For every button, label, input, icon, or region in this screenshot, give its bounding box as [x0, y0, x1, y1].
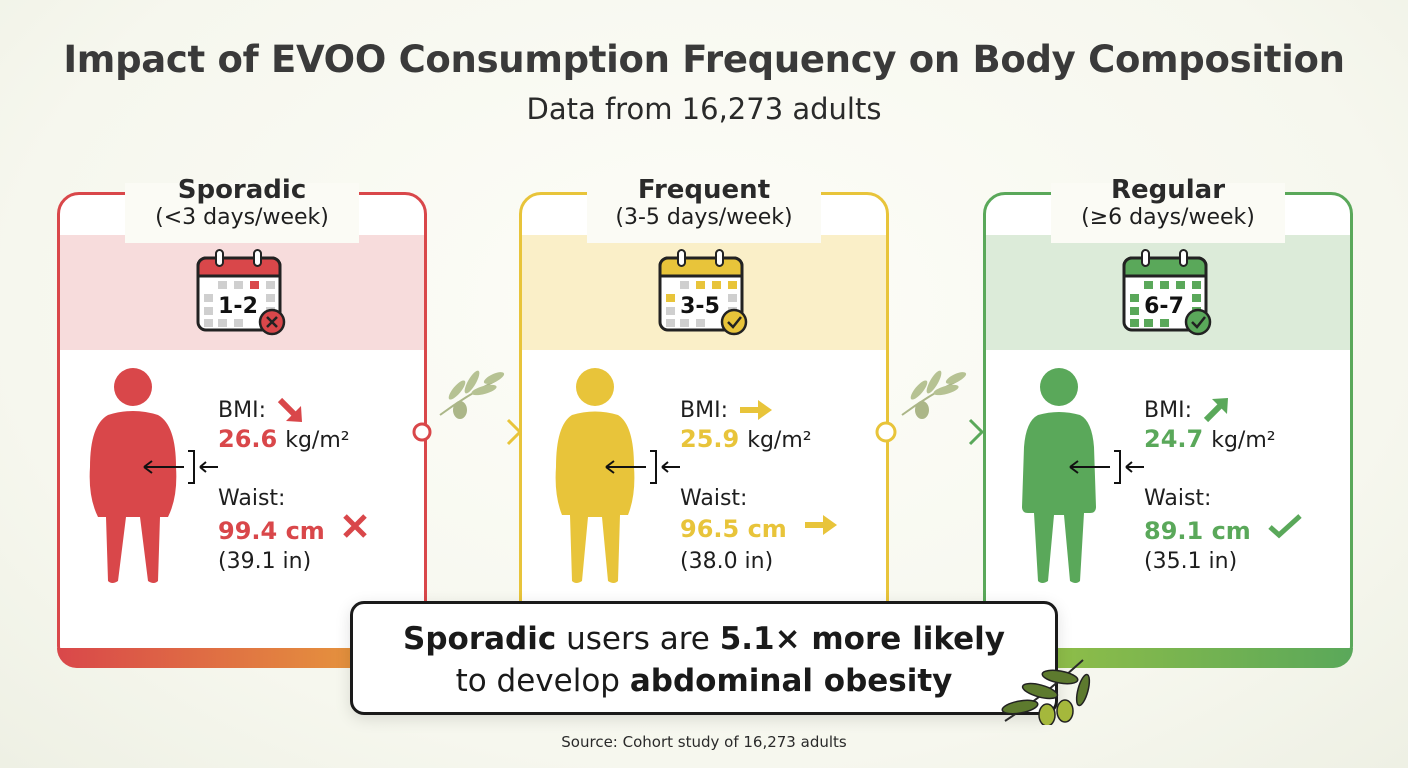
group-name: Sporadic: [177, 175, 307, 205]
group-card-sporadic: Sporadic (<3 days/week) 1-2 BMI: 26.6 kg: [57, 175, 427, 668]
svg-text:3-5: 3-5: [680, 294, 720, 319]
stats-block: BMI: 26.6 kg/m² Waist: 99.4 cm (39.1 in): [218, 395, 369, 579]
bmi-label: BMI:: [1144, 397, 1192, 423]
waist-value: 99.4 cm: [218, 517, 325, 545]
calendar-icon: 6-7: [1122, 249, 1212, 336]
callout-risk: 5.1× more likely: [719, 621, 1005, 657]
waist-label: Waist:: [680, 485, 748, 511]
olive-branch-icon: [901, 370, 967, 419]
card-bottom-bar: [983, 648, 1353, 668]
group-name: Regular: [1110, 175, 1226, 205]
group-card-regular: Regular (≥6 days/week) 6-7 BMI: 24.7 kg/: [983, 175, 1353, 668]
stats-block: BMI: 25.9 kg/m² Waist: 96.5 cm (38.0 in): [680, 395, 839, 579]
page-title: Impact of EVOO Consumption Frequency on …: [63, 38, 1345, 81]
waist-inches: (39.1 in): [218, 549, 312, 574]
progression-arrow: [412, 370, 523, 446]
body-figure-obese-icon: [89, 368, 177, 583]
body-figure-healthy-icon: [1022, 368, 1096, 583]
stats-block: BMI: 24.7 kg/m² Waist: 89.1 cm (35.1 in): [1144, 395, 1303, 579]
arrow-right-icon: [804, 515, 837, 535]
checkmark-icon: [1268, 514, 1302, 539]
body-figure-overweight-icon: [555, 368, 635, 583]
olive-branch-icon: [1001, 659, 1091, 725]
group-frequency: (<3 days/week): [155, 205, 329, 230]
x-mark-icon: [343, 514, 367, 538]
header-gap: [587, 183, 821, 243]
bmi-label: BMI:: [218, 397, 266, 423]
bmi-value: 26.6: [218, 425, 278, 453]
arrow-up-right-icon: [1203, 398, 1228, 423]
callout-text: to develop: [455, 663, 630, 699]
waist-label: Waist:: [1144, 485, 1212, 511]
waist-value: 89.1 cm: [1144, 517, 1251, 545]
bmi-value: 24.7: [1144, 425, 1204, 453]
page-subtitle: Data from 16,273 adults: [526, 92, 882, 126]
waist-measure-icon: [1069, 450, 1144, 484]
group-frequency: (3-5 days/week): [615, 205, 793, 230]
svg-text:6-7: 6-7: [1144, 294, 1184, 319]
bmi-value: 25.9: [680, 425, 740, 453]
callout-outcome: abdominal obesity: [629, 663, 953, 699]
progression-arrow: [875, 370, 985, 446]
group-name: Frequent: [637, 175, 771, 205]
bmi-unit: kg/m²: [747, 428, 812, 453]
calendar-icon: 3-5: [658, 249, 748, 336]
bmi-unit: kg/m²: [1211, 428, 1276, 453]
olive-branch-icon: [439, 370, 505, 419]
arrow-right-icon: [739, 400, 772, 420]
callout-group: Sporadic: [403, 621, 557, 657]
check-badge-icon: [1184, 308, 1212, 336]
waist-measure-icon: [143, 450, 218, 484]
arrow-down-right-icon: [277, 397, 302, 422]
calendar-icon: 1-2: [196, 249, 286, 336]
waist-inches: (35.1 in): [1144, 549, 1238, 574]
header-gap: [1051, 183, 1285, 243]
source-note: Source: Cohort study of 16,273 adults: [561, 733, 847, 751]
bmi-label: BMI:: [680, 397, 728, 423]
group-frequency: (≥6 days/week): [1081, 205, 1255, 230]
bmi-unit: kg/m²: [285, 428, 350, 453]
key-finding-callout: Sporadic users are 5.1× more likely to d…: [350, 601, 1058, 715]
group-card-frequent: Frequent (3-5 days/week) 3-5 BMI: 25.9 k: [519, 175, 889, 668]
callout-text: users are: [556, 621, 720, 657]
card-bottom-bar: [57, 648, 427, 668]
waist-inches: (38.0 in): [680, 549, 774, 574]
svg-text:1-2: 1-2: [218, 294, 258, 319]
header-gap: [125, 183, 359, 243]
waist-value: 96.5 cm: [680, 515, 787, 543]
check-badge-icon: [720, 308, 748, 336]
waist-label: Waist:: [218, 485, 286, 511]
waist-measure-icon: [605, 450, 680, 484]
